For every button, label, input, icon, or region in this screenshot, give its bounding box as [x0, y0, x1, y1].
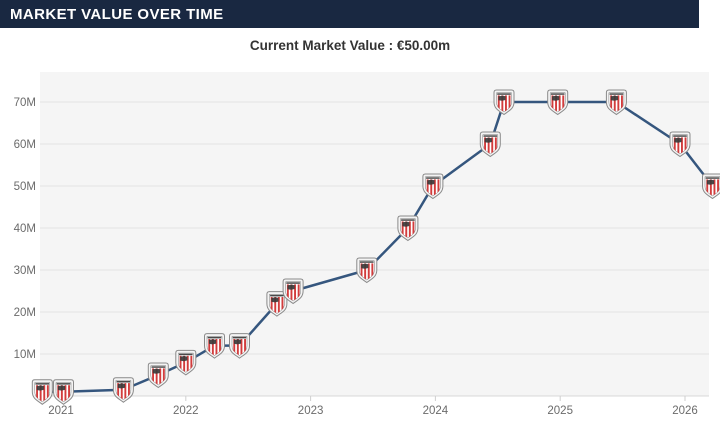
x-axis-tick-label: 2022: [173, 405, 199, 417]
y-axis-tick-label: 20M: [14, 307, 36, 319]
data-point-crest-marker[interactable]: [113, 378, 133, 403]
x-axis-tick-label: 2021: [48, 405, 74, 417]
data-point-crest-marker[interactable]: [54, 380, 74, 405]
x-axis-tick-label: 2024: [423, 405, 449, 417]
market-value-line-chart[interactable]: 10M 20M 30M 40M 50M 60M 70M 2021 2022 2023 2024 202…: [0, 64, 720, 421]
y-axis-tick-label: 60M: [14, 139, 36, 151]
current-market-value-text: Current Market Value : €50.00m: [0, 38, 700, 53]
x-axis-tick-label: 2023: [298, 405, 324, 417]
y-axis-tick-label: 10M: [14, 349, 36, 361]
section-header-bar: MARKET VALUE OVER TIME: [0, 0, 699, 28]
section-title: MARKET VALUE OVER TIME: [0, 6, 224, 23]
x-axis-tick-label: 2026: [672, 405, 698, 417]
plot-area: [40, 72, 709, 396]
y-axis-tick-label: 40M: [14, 223, 36, 235]
x-axis-tick-label: 2025: [547, 405, 573, 417]
market-value-chart[interactable]: 10M 20M 30M 40M 50M 60M 70M 2021 2022 2023 2024 202…: [0, 64, 720, 421]
y-axis-tick-label: 50M: [14, 181, 36, 193]
y-axis-tick-label: 30M: [14, 265, 36, 277]
y-axis-tick-label: 70M: [14, 97, 36, 109]
data-point-crest-marker[interactable]: [32, 380, 52, 405]
